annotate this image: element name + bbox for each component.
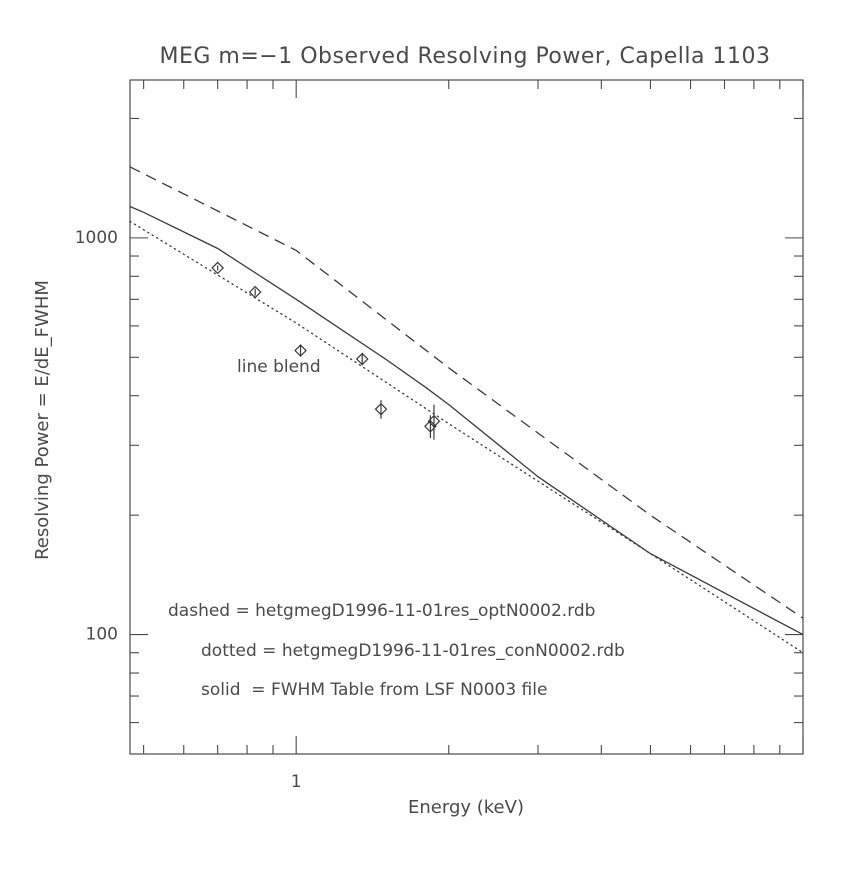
chart-title: MEG m=−1 Observed Resolving Power, Capel… xyxy=(160,44,771,69)
plot-frame xyxy=(129,79,804,755)
x-axis-label: Energy (keV) xyxy=(408,797,524,818)
axis-ticks xyxy=(130,80,804,754)
series-layer xyxy=(129,166,804,654)
legend-solid: solid = FWHM Table from LSF N0003 file xyxy=(201,680,547,700)
x-tick-label-1: 1 xyxy=(291,772,302,792)
legend-dashed: dashed = hetgmegD1996-11-01res_optN0002.… xyxy=(168,601,595,621)
annotation-line-blend: line blend xyxy=(237,357,321,377)
y-tick-label-100: 100 xyxy=(86,625,118,645)
series-dotted xyxy=(129,220,804,654)
series-dashed xyxy=(129,166,804,619)
y-tick-label-1000: 1000 xyxy=(75,228,118,248)
series-solid xyxy=(129,205,804,636)
data-point xyxy=(211,261,225,275)
y-axis-label: Resolving Power = E/dE_FWHM xyxy=(32,280,53,560)
data-points xyxy=(211,261,441,440)
data-point xyxy=(248,285,262,299)
legend-dotted: dotted = hetgmegD1996-11-01res_conN0002.… xyxy=(201,641,625,661)
